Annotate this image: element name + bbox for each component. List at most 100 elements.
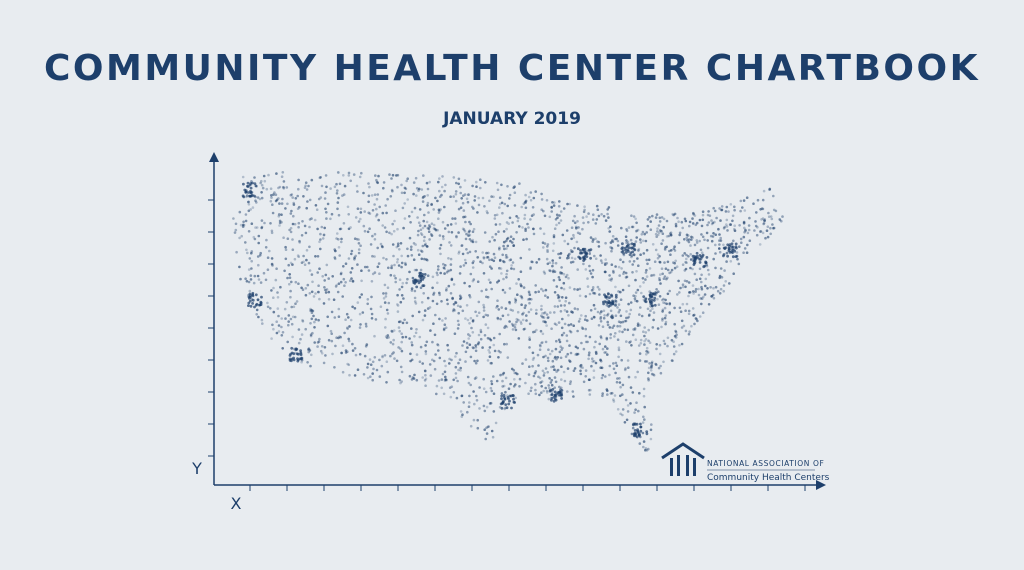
dot [298, 357, 302, 361]
dot [505, 237, 509, 241]
dot [634, 278, 637, 282]
dot [250, 267, 253, 270]
dot [505, 342, 509, 346]
dot [658, 295, 662, 298]
dot [588, 335, 592, 339]
dot [652, 318, 655, 322]
dot [447, 284, 451, 288]
dot [471, 230, 475, 233]
dot [548, 389, 552, 393]
dot [343, 284, 346, 288]
dot [466, 318, 470, 322]
dot [624, 271, 628, 275]
dot [665, 219, 669, 223]
dot [762, 221, 766, 225]
dot [629, 402, 632, 405]
y-axis-label: Y [191, 459, 202, 478]
dot [415, 353, 419, 356]
dot [471, 331, 475, 334]
dot [496, 281, 499, 284]
dot [610, 301, 614, 304]
dot [449, 223, 453, 226]
dot [656, 253, 660, 256]
dot [601, 373, 605, 377]
dot [591, 286, 595, 289]
dot [537, 290, 540, 294]
dot [754, 224, 758, 228]
dot [568, 301, 571, 305]
dot [677, 220, 680, 223]
dot [625, 241, 628, 245]
dot [291, 335, 294, 339]
dot [272, 286, 275, 290]
dot [306, 283, 310, 287]
dot [376, 181, 380, 185]
dot [443, 378, 447, 381]
dot [292, 356, 295, 360]
dot [621, 330, 624, 334]
dot [393, 274, 396, 278]
dot [541, 341, 544, 344]
dot [277, 324, 281, 327]
dot [504, 253, 508, 257]
dot [618, 324, 622, 328]
logo-roof [661, 442, 705, 460]
subtitle: JANUARY 2019 [442, 109, 581, 129]
dot [433, 333, 437, 337]
dot [248, 257, 252, 260]
dot [540, 314, 543, 318]
dot [463, 258, 467, 262]
dot [596, 285, 600, 289]
dot [488, 346, 492, 349]
dot [647, 314, 651, 317]
dot [275, 267, 278, 271]
dot [284, 317, 287, 320]
dot [519, 284, 523, 287]
dot [445, 298, 449, 302]
dot [451, 217, 454, 220]
dot [534, 388, 537, 392]
dot [305, 206, 309, 210]
dot [554, 347, 558, 351]
dot [646, 377, 650, 380]
dot [627, 315, 631, 319]
dot [474, 310, 477, 314]
logo: NATIONAL ASSOCIATION OF Community Health… [661, 442, 830, 483]
dot [405, 321, 409, 325]
dot [501, 253, 505, 257]
dot [748, 216, 751, 220]
dot [456, 379, 459, 383]
dot [672, 247, 676, 251]
dot [550, 383, 554, 387]
dot [668, 289, 671, 293]
dot [419, 345, 423, 349]
dot [500, 306, 504, 309]
dot [747, 224, 751, 227]
dot [599, 335, 603, 338]
dot [337, 213, 341, 217]
dot [692, 314, 695, 317]
dot [720, 205, 724, 208]
dot [654, 216, 658, 219]
dot [656, 297, 659, 301]
dot [449, 268, 453, 272]
dot [497, 308, 501, 311]
dot [239, 277, 242, 281]
dot [400, 261, 404, 265]
dot [423, 309, 427, 312]
dot [563, 239, 566, 243]
dot [639, 425, 643, 429]
dot [362, 191, 365, 195]
dot [297, 282, 300, 286]
dot [275, 320, 279, 324]
dot [663, 261, 666, 264]
dot [437, 379, 441, 382]
dot [431, 286, 434, 290]
dot [695, 239, 699, 242]
dot [684, 219, 688, 223]
dot [489, 338, 493, 342]
dot [500, 394, 504, 398]
dot [506, 185, 509, 188]
dot [504, 256, 508, 259]
dot [551, 249, 555, 253]
